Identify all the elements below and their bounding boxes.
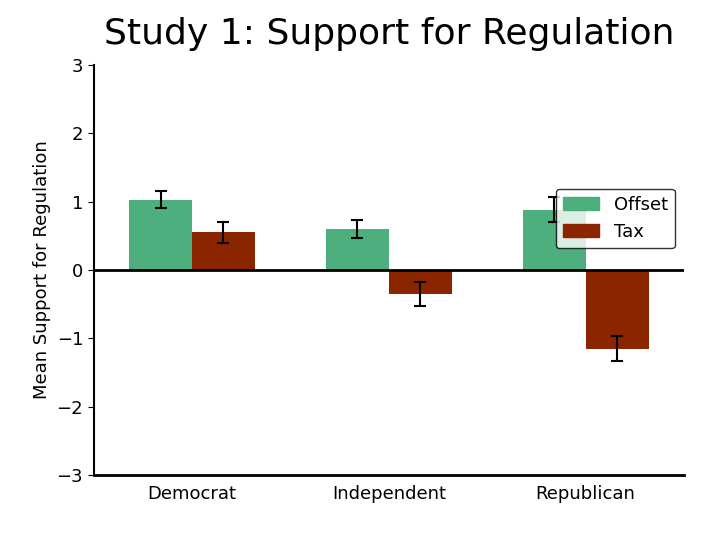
Bar	[129, 200, 192, 270]
Legend: Offset, Tax: Offset, Tax	[556, 189, 675, 248]
Bar	[389, 270, 451, 294]
Bar	[192, 232, 255, 270]
Bar	[585, 270, 649, 349]
Bar	[523, 210, 585, 270]
Bar	[326, 229, 389, 270]
Title: Study 1: Support for Regulation: Study 1: Support for Regulation	[104, 17, 674, 51]
Y-axis label: Mean Support for Regulation: Mean Support for Regulation	[33, 140, 51, 400]
